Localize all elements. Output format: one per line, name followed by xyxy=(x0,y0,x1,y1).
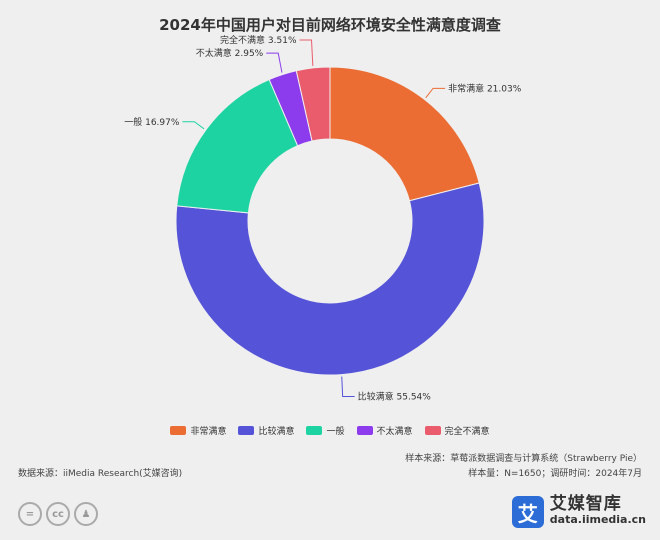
leader-line xyxy=(299,39,314,66)
legend-swatch xyxy=(170,426,187,435)
leader-line xyxy=(425,87,446,99)
data-label: 比较满意 55.54% xyxy=(358,391,432,403)
person-icon: ♟ xyxy=(74,502,98,526)
donut-slice xyxy=(295,66,331,142)
chart-title: 2024年中国用户对目前网络环境安全性满意度调查 xyxy=(159,16,501,34)
legend-label: 非常满意 xyxy=(190,427,227,437)
legend-swatch xyxy=(356,426,373,435)
license-icons: = cc ♟ xyxy=(18,502,98,526)
chart-legend: 非常满意 比较满意 一般 不太满意 完全不满意 xyxy=(0,424,660,437)
cc-icon: cc xyxy=(46,502,70,526)
donut-slice xyxy=(175,182,485,376)
equals-icon: = xyxy=(18,502,42,526)
leader-line xyxy=(266,52,283,73)
donut-slice xyxy=(329,66,480,202)
legend-label: 完全不满意 xyxy=(444,427,490,437)
brand-logo: 艾 艾媒智库 data.iimedia.cn xyxy=(511,494,646,528)
legend-item[interactable]: 比较满意 xyxy=(238,424,294,437)
leader-line xyxy=(341,376,355,398)
data-label: 一般 16.97% xyxy=(124,116,180,128)
legend-item[interactable]: 一般 xyxy=(306,424,345,437)
sample-size: 样本量：N=1650；调研时间：2024年7月 xyxy=(468,469,642,479)
sample-info: 样本来源：草莓派数据调查与计算系统（Strawberry Pie） 样本量：N=… xyxy=(405,452,642,482)
data-label: 不太满意 2.95% xyxy=(196,47,264,59)
legend-swatch xyxy=(424,426,441,435)
legend-label: 一般 xyxy=(326,427,345,437)
sample-source: 样本来源：草莓派数据调查与计算系统（Strawberry Pie） xyxy=(405,454,642,464)
legend-item[interactable]: 非常满意 xyxy=(170,424,226,437)
data-source: 数据来源：iiMedia Research(艾媒咨询) xyxy=(18,469,183,479)
data-label: 非常满意 21.03% xyxy=(448,82,522,94)
leader-line xyxy=(182,121,205,130)
legend-swatch xyxy=(306,426,323,435)
legend-label: 不太满意 xyxy=(376,427,413,437)
brand-name: 艾媒智库 xyxy=(549,494,622,514)
data-label: 完全不满意 3.51% xyxy=(220,34,297,46)
legend-item[interactable]: 不太满意 xyxy=(356,424,413,437)
brand-logo-icon: 艾 xyxy=(511,496,544,528)
legend-item[interactable]: 完全不满意 xyxy=(424,424,490,437)
legend-label: 比较满意 xyxy=(258,427,295,437)
legend-swatch xyxy=(238,426,255,435)
brand-url: data.iimedia.cn xyxy=(549,513,646,526)
